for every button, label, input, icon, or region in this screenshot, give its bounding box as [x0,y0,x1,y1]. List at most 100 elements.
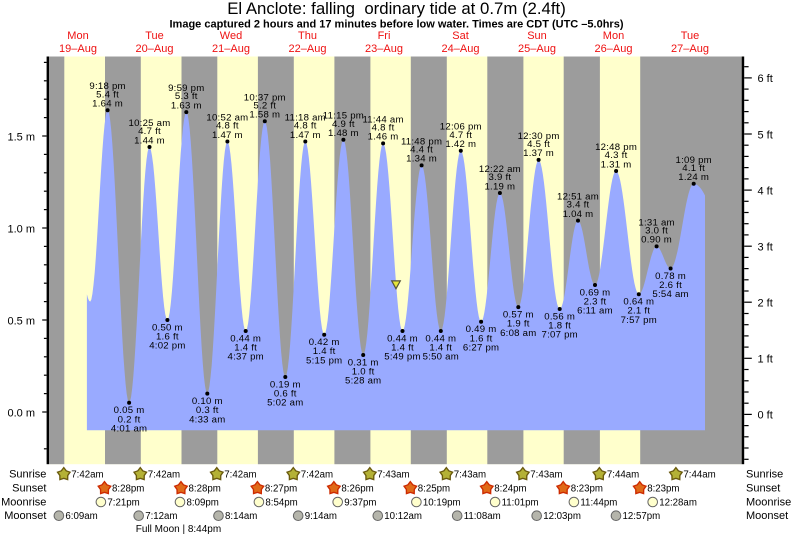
svg-text:9:18 pm: 9:18 pm [89,81,125,92]
svg-text:Full Moon | 8:44pm: Full Moon | 8:44pm [136,524,221,535]
svg-text:12:03pm: 12:03pm [543,511,581,522]
svg-text:1.04 m: 1.04 m [563,209,594,220]
svg-text:Moonrise: Moonrise [746,497,791,509]
svg-text:6:09am: 6:09am [65,511,97,522]
svg-text:2.6 ft: 2.6 ft [659,280,682,291]
svg-text:Mon: Mon [603,30,624,42]
svg-text:1.48 m: 1.48 m [328,128,359,139]
svg-text:5.2 ft: 5.2 ft [253,100,276,111]
svg-text:12:48 pm: 12:48 pm [595,142,637,153]
svg-text:5:15 pm: 5:15 pm [306,355,342,366]
svg-text:6:11 am: 6:11 am [577,306,613,317]
svg-text:1.31 m: 1.31 m [601,159,632,170]
svg-text:1.6 ft: 1.6 ft [156,332,179,343]
svg-text:8:09pm: 8:09pm [187,498,219,509]
svg-text:Image captured 2 hours and 17: Image captured 2 hours and 17 minutes be… [170,19,624,31]
svg-text:0.64 m: 0.64 m [623,297,654,308]
svg-text:Moonrise: Moonrise [1,497,46,509]
svg-text:8:23pm: 8:23pm [571,484,603,495]
svg-text:3.4 ft: 3.4 ft [567,200,590,211]
svg-text:0.56 m: 0.56 m [544,311,575,322]
svg-text:Sunrise: Sunrise [746,469,783,481]
svg-text:1.4 ft: 1.4 ft [234,343,257,354]
svg-text:7:43am: 7:43am [377,470,409,481]
svg-text:10:52 am: 10:52 am [206,113,248,124]
svg-text:7:57 pm: 7:57 pm [621,315,657,326]
svg-text:Sunset: Sunset [12,483,46,495]
svg-text:6 ft: 6 ft [758,73,773,85]
svg-text:11:01pm: 11:01pm [502,498,539,509]
svg-text:4.3 ft: 4.3 ft [605,150,628,161]
svg-text:5:54 am: 5:54 am [652,289,688,300]
svg-text:El Anclote: falling ordinary: El Anclote: falling ordinary tide at 0.7… [227,0,566,18]
svg-text:11:44 am: 11:44 am [362,114,403,125]
svg-text:1.64 m: 1.64 m [92,99,123,110]
svg-text:0.44 m: 0.44 m [425,333,456,344]
svg-text:4.8 ft: 4.8 ft [372,123,395,134]
svg-text:7:42am: 7:42am [148,470,180,481]
svg-text:10:25 am: 10:25 am [128,118,170,129]
svg-text:12:06 pm: 12:06 pm [440,122,482,133]
svg-text:1.4 ft: 1.4 ft [313,346,336,357]
svg-text:1:09 pm: 1:09 pm [675,155,711,166]
svg-text:5:49 pm: 5:49 pm [384,352,420,363]
svg-text:2.3 ft: 2.3 ft [584,297,607,308]
svg-text:9:37pm: 9:37pm [344,498,376,509]
svg-text:4.9 ft: 4.9 ft [332,119,355,130]
svg-text:0.3 ft: 0.3 ft [196,405,219,416]
svg-text:1.63 m: 1.63 m [171,100,202,111]
svg-text:1 ft: 1 ft [758,354,773,366]
svg-text:0.90 m: 0.90 m [641,235,672,246]
svg-text:8:26pm: 8:26pm [341,484,373,495]
svg-text:26–Aug: 26–Aug [595,43,633,55]
svg-text:9:59 pm: 9:59 pm [168,83,204,94]
svg-text:8:54pm: 8:54pm [265,498,297,509]
svg-text:0.0 m: 0.0 m [7,408,35,420]
svg-text:4.8 ft: 4.8 ft [216,121,239,132]
svg-text:4 ft: 4 ft [758,185,773,197]
svg-text:8:28pm: 8:28pm [112,484,144,495]
svg-text:10:19pm: 10:19pm [423,498,461,509]
svg-text:19–Aug: 19–Aug [59,43,97,55]
svg-text:0 ft: 0 ft [758,410,773,422]
svg-text:5:50 am: 5:50 am [423,352,459,363]
svg-text:7:42am: 7:42am [71,470,103,481]
svg-text:2.1 ft: 2.1 ft [627,306,650,317]
svg-text:4:37 pm: 4:37 pm [227,352,263,363]
svg-text:8:25pm: 8:25pm [418,484,450,495]
svg-text:1.19 m: 1.19 m [484,181,515,192]
svg-text:7:42am: 7:42am [301,470,333,481]
svg-text:1:31 am: 1:31 am [638,217,674,228]
svg-text:1.5 m: 1.5 m [7,132,35,144]
svg-text:0.10 m: 0.10 m [192,396,223,407]
svg-text:5:28 am: 5:28 am [345,376,381,387]
svg-text:Moonset: Moonset [746,510,788,522]
svg-text:4:02 pm: 4:02 pm [149,341,185,352]
svg-text:7:44am: 7:44am [683,470,715,481]
svg-text:1.8 ft: 1.8 ft [548,321,571,332]
svg-text:0.5 m: 0.5 m [7,316,35,328]
svg-text:25–Aug: 25–Aug [518,43,556,55]
svg-text:12:22 am: 12:22 am [479,164,521,175]
svg-text:7:43am: 7:43am [530,470,562,481]
svg-text:1.4 ft: 1.4 ft [429,343,452,354]
svg-text:3.0 ft: 3.0 ft [645,226,668,237]
svg-text:Fri: Fri [378,30,391,42]
svg-text:Tue: Tue [681,30,700,42]
svg-text:0.78 m: 0.78 m [655,271,686,282]
svg-text:4.7 ft: 4.7 ft [449,130,472,141]
svg-text:Sat: Sat [452,30,469,42]
svg-text:7:12am: 7:12am [145,511,177,522]
svg-text:0.31 m: 0.31 m [348,357,379,368]
svg-text:10:37 pm: 10:37 pm [244,92,286,103]
svg-text:0.44 m: 0.44 m [230,333,261,344]
svg-text:1.34 m: 1.34 m [406,154,437,165]
svg-text:7:42am: 7:42am [224,470,256,481]
svg-text:2 ft: 2 ft [758,298,773,310]
svg-text:11:08am: 11:08am [464,511,501,522]
svg-text:7:07 pm: 7:07 pm [541,330,577,341]
svg-text:1.0 ft: 1.0 ft [352,367,375,378]
svg-text:4.8 ft: 4.8 ft [294,121,317,132]
svg-text:10:12am: 10:12am [384,511,422,522]
svg-text:Moonset: Moonset [4,510,46,522]
